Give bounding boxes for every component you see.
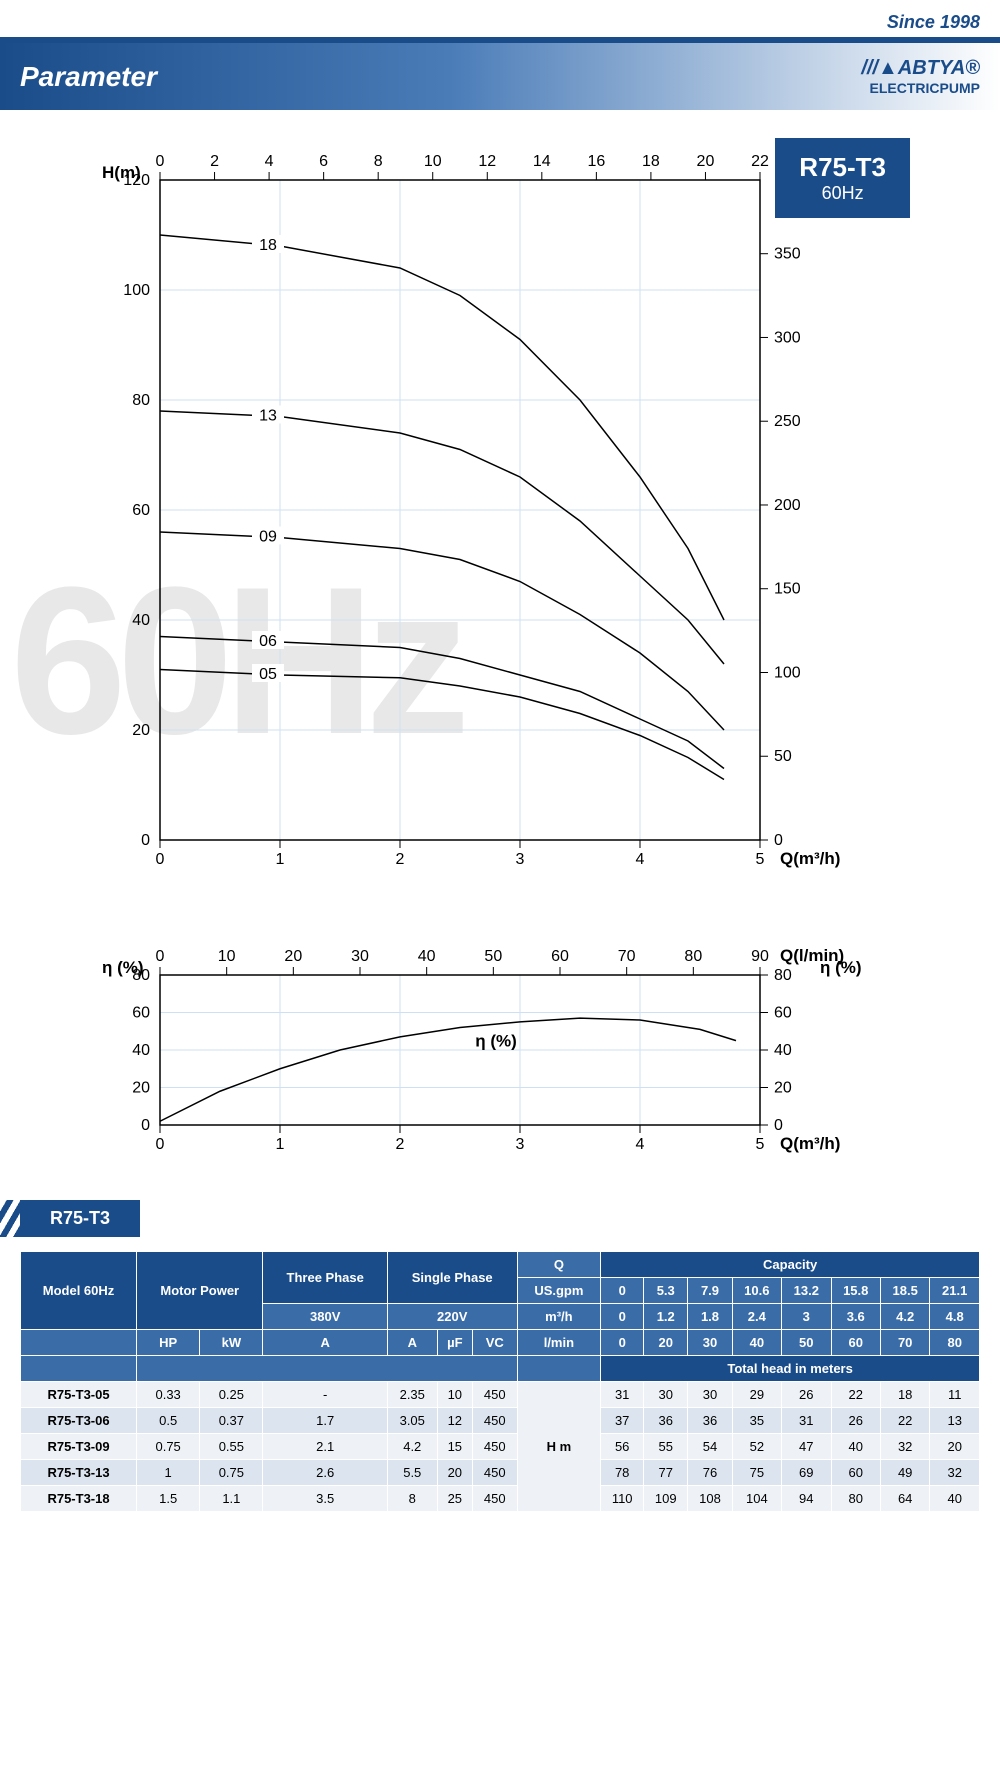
svg-text:4: 4: [636, 851, 645, 868]
svg-text:5: 5: [756, 851, 765, 868]
svg-text:80: 80: [132, 392, 150, 409]
svg-text:14: 14: [533, 153, 551, 170]
svg-text:16: 16: [587, 153, 605, 170]
chart-area: 60Hz R75-T3 60Hz 02040608010012001234502…: [0, 110, 1000, 1180]
table-row: R75-T3-090.750.552.14.215450565554524740…: [21, 1434, 980, 1460]
svg-text:η (%): η (%): [820, 958, 862, 977]
svg-text:22: 22: [751, 153, 769, 170]
svg-text:50: 50: [484, 948, 502, 965]
svg-text:350: 350: [774, 246, 801, 263]
svg-text:05: 05: [259, 666, 277, 683]
svg-text:100: 100: [123, 282, 150, 299]
svg-text:0: 0: [774, 832, 783, 849]
svg-text:90: 90: [751, 948, 769, 965]
svg-text:2: 2: [396, 851, 405, 868]
svg-text:0: 0: [141, 832, 150, 849]
header-bar: Parameter ///▲ABTYA® ELECTRICPUMP: [0, 43, 1000, 110]
svg-text:150: 150: [774, 581, 801, 598]
page-title: Parameter: [20, 61, 157, 93]
svg-text:40: 40: [774, 1042, 792, 1059]
svg-text:12: 12: [478, 153, 496, 170]
svg-text:100: 100: [774, 664, 801, 681]
svg-text:6: 6: [319, 153, 328, 170]
svg-text:5: 5: [756, 1136, 765, 1153]
svg-text:40: 40: [132, 612, 150, 629]
svg-text:60: 60: [132, 502, 150, 519]
parameter-table-area: R75-T3 Model 60HzMotor PowerThree PhaseS…: [0, 1180, 1000, 1532]
svg-text:50: 50: [774, 748, 792, 765]
table-row: R75-T3-1310.752.65.520450787776756960493…: [21, 1460, 980, 1486]
svg-text:4: 4: [636, 1136, 645, 1153]
svg-text:13: 13: [259, 408, 277, 425]
svg-text:1: 1: [276, 851, 285, 868]
svg-text:20: 20: [132, 1080, 150, 1097]
svg-text:Q(m³/h): Q(m³/h): [780, 1134, 840, 1153]
svg-text:2: 2: [210, 153, 219, 170]
svg-text:8: 8: [374, 153, 383, 170]
svg-text:60: 60: [132, 1005, 150, 1022]
table-row: R75-T3-050.330.25-2.3510450H m3130302926…: [21, 1382, 980, 1408]
svg-text:H(m): H(m): [102, 163, 141, 182]
svg-text:0: 0: [141, 1117, 150, 1134]
svg-text:30: 30: [351, 948, 369, 965]
svg-text:10: 10: [218, 948, 236, 965]
svg-text:20: 20: [132, 722, 150, 739]
header-since: Since 1998: [0, 0, 1000, 43]
svg-text:200: 200: [774, 497, 801, 514]
svg-text:0: 0: [156, 948, 165, 965]
svg-text:60: 60: [551, 948, 569, 965]
brand-logo: ///▲ABTYA® ELECTRICPUMP: [861, 57, 980, 96]
svg-text:06: 06: [259, 633, 277, 650]
svg-text:3: 3: [516, 851, 525, 868]
svg-text:60: 60: [774, 1005, 792, 1022]
svg-text:09: 09: [259, 529, 277, 546]
svg-text:0: 0: [156, 851, 165, 868]
svg-text:4: 4: [265, 153, 274, 170]
table-title: R75-T3: [20, 1200, 140, 1237]
svg-text:3: 3: [516, 1136, 525, 1153]
parameter-table: Model 60HzMotor PowerThree PhaseSingle P…: [20, 1251, 980, 1512]
head-flow-chart: 0204060801001200123450246810121416182022…: [80, 130, 940, 910]
svg-text:20: 20: [774, 1080, 792, 1097]
svg-text:40: 40: [132, 1042, 150, 1059]
svg-text:0: 0: [156, 153, 165, 170]
svg-text:80: 80: [774, 967, 792, 984]
table-row: R75-T3-181.51.13.58254501101091081049480…: [21, 1486, 980, 1512]
svg-text:70: 70: [618, 948, 636, 965]
svg-text:80: 80: [684, 948, 702, 965]
svg-text:40: 40: [418, 948, 436, 965]
svg-text:Q(m³/h): Q(m³/h): [780, 849, 840, 868]
svg-text:2: 2: [396, 1136, 405, 1153]
svg-text:η (%): η (%): [475, 1031, 517, 1050]
efficiency-chart: 0204060800123450102030405060708090020406…: [80, 925, 940, 1165]
svg-text:10: 10: [424, 153, 442, 170]
svg-text:300: 300: [774, 329, 801, 346]
table-row: R75-T3-060.50.371.73.0512450373636353126…: [21, 1408, 980, 1434]
svg-text:20: 20: [284, 948, 302, 965]
svg-text:18: 18: [642, 153, 660, 170]
svg-text:250: 250: [774, 413, 801, 430]
svg-text:η (%): η (%): [102, 958, 144, 977]
svg-text:18: 18: [259, 237, 277, 254]
svg-text:0: 0: [156, 1136, 165, 1153]
svg-text:1: 1: [276, 1136, 285, 1153]
model-badge: R75-T3 60Hz: [775, 138, 910, 218]
svg-text:0: 0: [774, 1117, 783, 1134]
svg-text:20: 20: [697, 153, 715, 170]
